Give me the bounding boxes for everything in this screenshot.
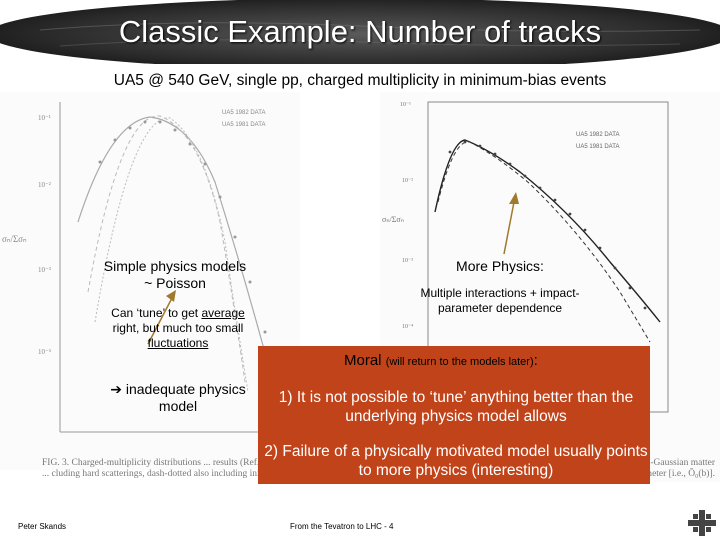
left-ylabel: σₙ/Σσₙ xyxy=(2,234,27,244)
right-tick-low: 10⁻³ xyxy=(402,258,413,264)
tune-prefix: Can ‘tune’ to get xyxy=(111,306,199,320)
moral-word: Moral xyxy=(344,352,382,369)
tune-middle: right, but much too small xyxy=(112,321,244,335)
moral-note: (will return to the models later) xyxy=(385,356,534,368)
more-physics-annotation: More Physics: xyxy=(456,258,544,274)
footer-talk: From the Tevatron to LHC - 4 xyxy=(290,522,394,531)
banner-background xyxy=(0,0,720,64)
left-arrow-line xyxy=(147,297,173,345)
simple-physics-annotation: Simple physics models ~ Poisson xyxy=(103,258,247,291)
moral-colon: : xyxy=(533,352,538,369)
left-tick-mid: 10⁻² xyxy=(38,181,51,189)
inadequate-annotation: ➔ inadequate physics model xyxy=(110,381,246,414)
right-tick-top: 10⁻¹ xyxy=(400,102,411,108)
right-tick-bottom: 10⁻⁴ xyxy=(402,324,413,330)
title-banner: Classic Example: Number of tracks xyxy=(0,0,720,64)
left-tick-bottom: 10⁻⁵ xyxy=(38,348,52,356)
right-legend-1982: UA5 1982 DATA xyxy=(576,132,619,138)
moral-point-1: 1) It is not possible to ‘tune’ anything… xyxy=(278,389,634,425)
moral-title: Moral (will return to the models later): xyxy=(344,352,538,369)
right-ylabel: σₙ/Σσₙ xyxy=(382,215,404,224)
left-legend-1982: UA5 1982 DATA xyxy=(222,110,265,116)
left-legend-1981: UA5 1981 DATA xyxy=(222,122,265,128)
left-tick-low: 10⁻³ xyxy=(38,266,51,274)
left-arrow-head xyxy=(166,290,176,302)
tune-underline-average: average xyxy=(201,306,245,320)
moral-point-2: 2) Failure of a physically motivated mod… xyxy=(264,443,648,479)
fermilab-logo-icon xyxy=(688,510,716,536)
slide-subtitle: UA5 @ 540 GeV, single pp, charged multip… xyxy=(113,72,607,89)
moral-box xyxy=(258,346,650,484)
right-arrow-head xyxy=(509,192,519,204)
footer-author: Peter Skands xyxy=(18,522,67,531)
left-plot: 10⁻¹ 10⁻² 10⁻³ 10⁻⁵ σₙ/Σσₙ UA5 1982 DATA… xyxy=(2,102,290,433)
slide-title: Classic Example: Number of tracks xyxy=(118,14,602,49)
left-tick-top: 10⁻¹ xyxy=(38,114,51,122)
right-tick-mid: 10⁻² xyxy=(402,178,413,184)
tune-annotation: Can ‘tune’ to get average right, but muc… xyxy=(108,306,248,351)
left-figure: 10⁻¹ 10⁻² 10⁻³ 10⁻⁵ σₙ/Σσₙ UA5 1982 DATA… xyxy=(0,92,300,470)
right-arrow-line xyxy=(503,201,515,255)
left-figure-caption: FIG. 3. Charged-multiplicity distributio… xyxy=(42,458,375,479)
right-legend-1981: UA5 1981 DATA xyxy=(576,144,619,150)
multiple-interactions-annotation: Multiple interactions + impact-parameter… xyxy=(420,286,580,315)
tune-underline-fluctuations: fluctuations xyxy=(147,336,209,350)
